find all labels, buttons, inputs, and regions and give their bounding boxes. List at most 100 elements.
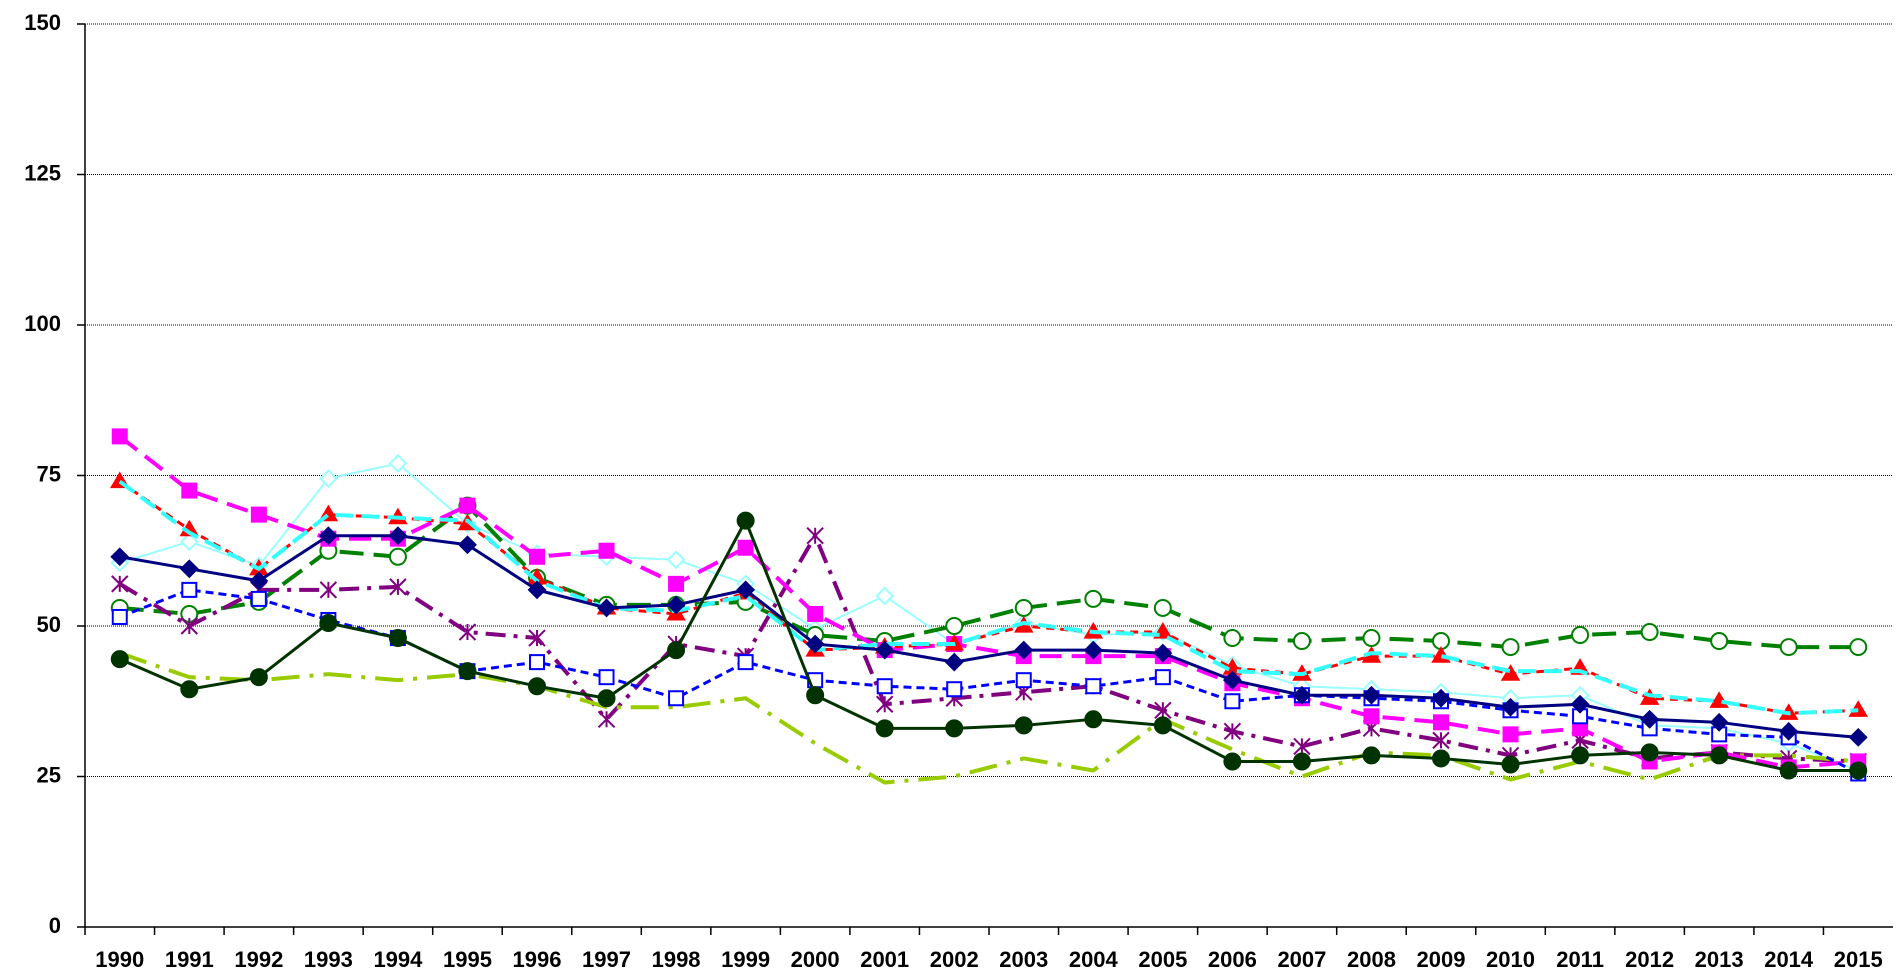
- marker: [875, 586, 895, 606]
- marker: [1223, 722, 1242, 741]
- series: [111, 428, 1867, 776]
- x-tick-label: 2007: [1277, 947, 1326, 972]
- marker: [1432, 749, 1450, 768]
- y-tick-label: 125: [24, 160, 61, 185]
- marker: [1362, 746, 1381, 765]
- marker: [249, 668, 268, 687]
- marker: [805, 634, 825, 654]
- marker: [737, 539, 754, 556]
- marker: [388, 526, 408, 546]
- marker: [1431, 688, 1451, 708]
- marker: [388, 547, 407, 566]
- line: [119, 519, 1859, 772]
- marker: [250, 506, 267, 523]
- marker: [388, 454, 408, 473]
- marker: [946, 681, 963, 698]
- marker: [1153, 598, 1172, 617]
- marker: [1709, 712, 1729, 732]
- marker: [1500, 664, 1521, 681]
- marker: [597, 689, 616, 708]
- marker: [110, 547, 130, 567]
- marker: [458, 623, 477, 641]
- marker: [527, 580, 547, 600]
- y-tick-label: 25: [37, 762, 61, 787]
- marker: [944, 652, 964, 672]
- x-tick-label: 1996: [513, 947, 562, 972]
- series: [110, 454, 1868, 780]
- marker: [318, 469, 338, 488]
- marker: [598, 669, 615, 686]
- marker: [1153, 643, 1173, 663]
- marker: [1363, 708, 1380, 725]
- marker: [1779, 761, 1798, 780]
- x-tick-label: 2000: [791, 947, 840, 972]
- marker: [667, 641, 686, 660]
- y-tick-label: 50: [37, 612, 61, 637]
- y-tick-label: 0: [49, 913, 61, 938]
- x-tick-label: 2003: [999, 947, 1048, 972]
- marker: [1222, 670, 1242, 690]
- line: [119, 534, 1859, 739]
- marker: [181, 581, 198, 598]
- marker: [806, 526, 824, 545]
- marker: [876, 678, 893, 695]
- x-tick-label: 2005: [1138, 947, 1187, 972]
- x-tick-label: 1998: [652, 947, 701, 972]
- marker: [1362, 685, 1381, 705]
- series: [118, 479, 1859, 716]
- marker: [179, 532, 199, 552]
- marker: [1083, 640, 1103, 660]
- y-tick-label: 75: [37, 461, 61, 486]
- line: [118, 479, 1859, 716]
- marker: [1292, 685, 1312, 705]
- marker: [319, 581, 338, 599]
- marker: [1153, 716, 1172, 735]
- marker: [529, 548, 545, 565]
- marker: [668, 690, 685, 707]
- marker: [1501, 755, 1520, 774]
- x-tick-label: 1999: [721, 947, 770, 972]
- x-tick-label: 2014: [1764, 947, 1814, 972]
- marker: [1779, 721, 1799, 741]
- marker: [179, 559, 199, 579]
- marker: [1014, 716, 1033, 735]
- marker: [388, 629, 407, 648]
- marker: [598, 542, 615, 559]
- x-tick-label: 2008: [1347, 947, 1396, 972]
- marker: [945, 719, 964, 738]
- x-tick-label: 2004: [1069, 947, 1119, 972]
- marker: [597, 710, 616, 729]
- x-tick-label: 1990: [95, 947, 144, 972]
- marker: [1570, 694, 1590, 714]
- marker: [1223, 629, 1242, 648]
- marker: [529, 654, 545, 671]
- marker: [597, 598, 616, 618]
- marker: [945, 617, 964, 635]
- marker: [1849, 761, 1868, 780]
- x-tick-label: 1991: [165, 947, 214, 972]
- x-tick-label: 2006: [1208, 947, 1257, 972]
- x-tick-label: 2001: [860, 947, 909, 972]
- y-tick-label: 100: [24, 311, 61, 336]
- marker: [1849, 638, 1868, 657]
- x-tick-label: 2015: [1834, 947, 1883, 972]
- marker: [1710, 632, 1729, 651]
- marker: [736, 511, 755, 530]
- marker: [111, 575, 129, 593]
- marker: [806, 686, 825, 705]
- marker: [1640, 709, 1660, 729]
- marker: [1431, 646, 1451, 663]
- x-tick-label: 2011: [1556, 947, 1604, 972]
- marker: [1224, 693, 1241, 710]
- x-tick-label: 2009: [1417, 947, 1466, 972]
- marker: [180, 680, 199, 699]
- x-tick-label: 2013: [1695, 947, 1744, 972]
- line: [118, 480, 1859, 715]
- marker: [1362, 629, 1381, 648]
- marker: [666, 550, 686, 570]
- x-tick-label: 1993: [304, 947, 353, 972]
- marker: [1502, 726, 1519, 743]
- marker: [1571, 746, 1590, 765]
- marker: [1154, 701, 1172, 719]
